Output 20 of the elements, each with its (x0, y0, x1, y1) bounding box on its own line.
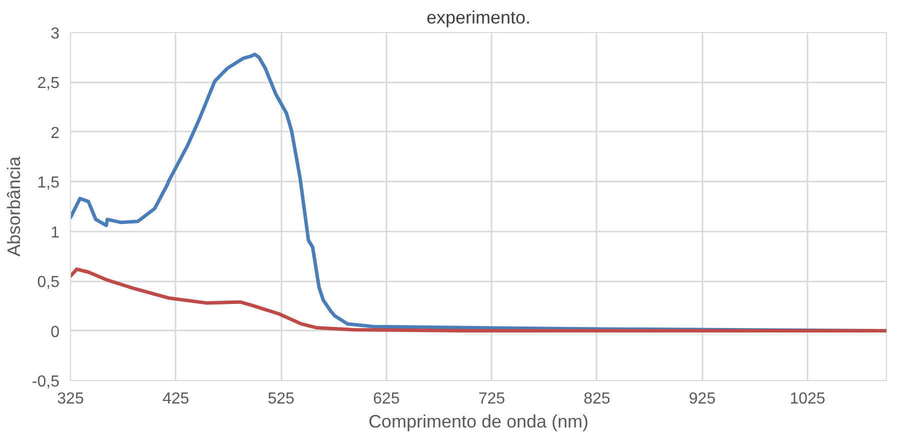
y-tick-label: 2,5 (37, 75, 60, 92)
x-tick-label: 325 (57, 390, 84, 408)
x-tick-label: 825 (584, 390, 610, 408)
y-tick-label: 1 (50, 224, 60, 242)
x-tick-label: 625 (373, 390, 400, 408)
y-tick-label: -0,5 (32, 374, 60, 390)
x-tick-label: 1025 (790, 390, 826, 408)
y-tick-label: 1,5 (37, 174, 60, 192)
line-series (70, 267, 886, 333)
chart-title: experimento. (426, 8, 531, 28)
y-tick-label: 0 (50, 324, 60, 341)
x-axis-title: Comprimento de onda (nm) (368, 412, 589, 432)
y-axis-title: Absorbância (4, 155, 24, 257)
x-tick-label: 725 (478, 390, 506, 408)
x-tick-label: 525 (268, 390, 295, 408)
y-tick-label: 3 (50, 26, 60, 42)
y-tick-label: 2 (50, 124, 60, 142)
x-tick-label: 425 (162, 390, 190, 408)
y-tick-label: 0,5 (37, 274, 60, 292)
x-tick-label: 925 (688, 390, 716, 408)
